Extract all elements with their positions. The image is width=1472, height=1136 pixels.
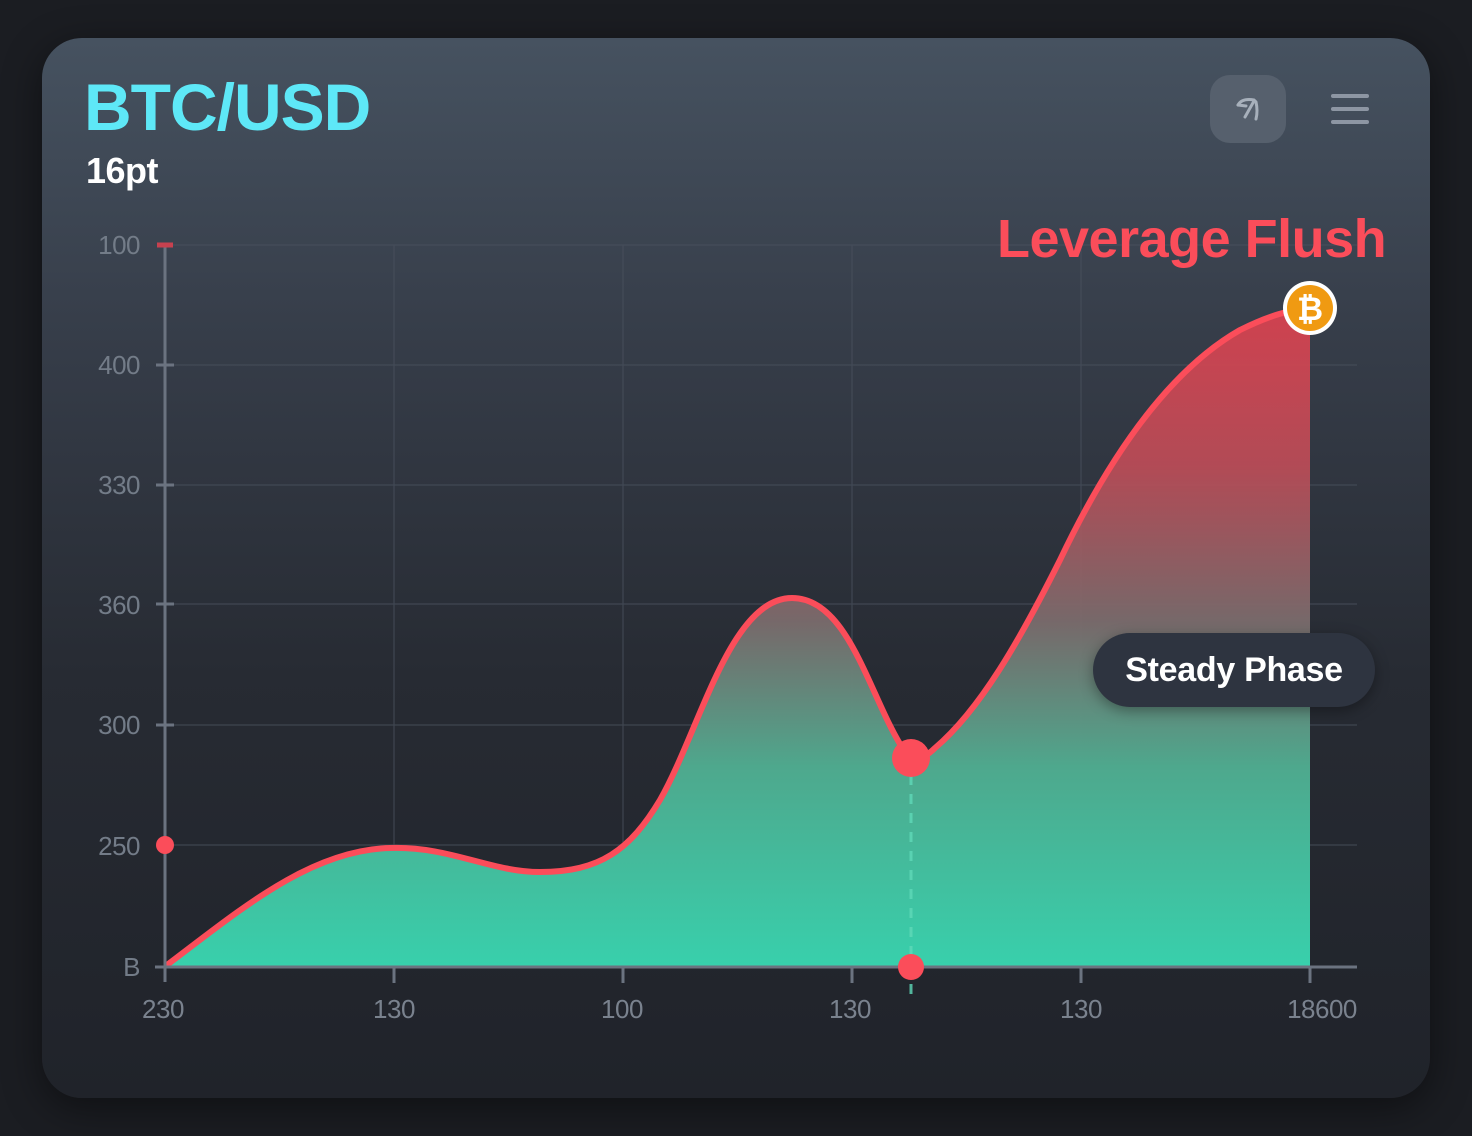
x-tick-label: 130 <box>829 994 871 1024</box>
subtitle: 16pt <box>86 150 159 191</box>
axes <box>155 243 1357 983</box>
menu-button[interactable] <box>1326 90 1374 128</box>
x-axis-marker <box>898 954 924 980</box>
hamburger-line <box>1331 120 1369 124</box>
bitcoin-icon: ₿ <box>1283 281 1337 335</box>
y-tick-label: 100 <box>98 230 140 260</box>
trough-marker <box>892 739 930 777</box>
x-tick-label: 230 <box>142 994 184 1024</box>
y-tick-label: 330 <box>98 470 140 500</box>
y-tick-label: 250 <box>98 831 140 861</box>
leverage-flush-annotation: Leverage Flush <box>997 209 1387 269</box>
hamburger-menu-icon <box>1331 94 1369 98</box>
page-title: BTC/USD <box>84 70 371 144</box>
y-tick-label: 300 <box>98 710 140 740</box>
hamburger-line <box>1331 107 1369 111</box>
svg-text:₿: ₿ <box>1297 291 1323 327</box>
y-axis-marker <box>156 836 174 854</box>
steady-phase-pill: Steady Phase <box>1093 633 1375 707</box>
y-tick-label: 400 <box>98 350 140 380</box>
x-tick-label: 130 <box>1060 994 1102 1024</box>
x-tick-label: 100 <box>601 994 643 1024</box>
x-tick-label: 130 <box>373 994 415 1024</box>
share-button[interactable] <box>1210 75 1286 143</box>
share-arrow-icon <box>1236 98 1259 121</box>
price-line <box>164 305 1313 968</box>
y-tick-label: B <box>123 952 140 982</box>
x-tick-label: 18600 <box>1287 994 1357 1024</box>
y-tick-label: 360 <box>98 590 140 620</box>
